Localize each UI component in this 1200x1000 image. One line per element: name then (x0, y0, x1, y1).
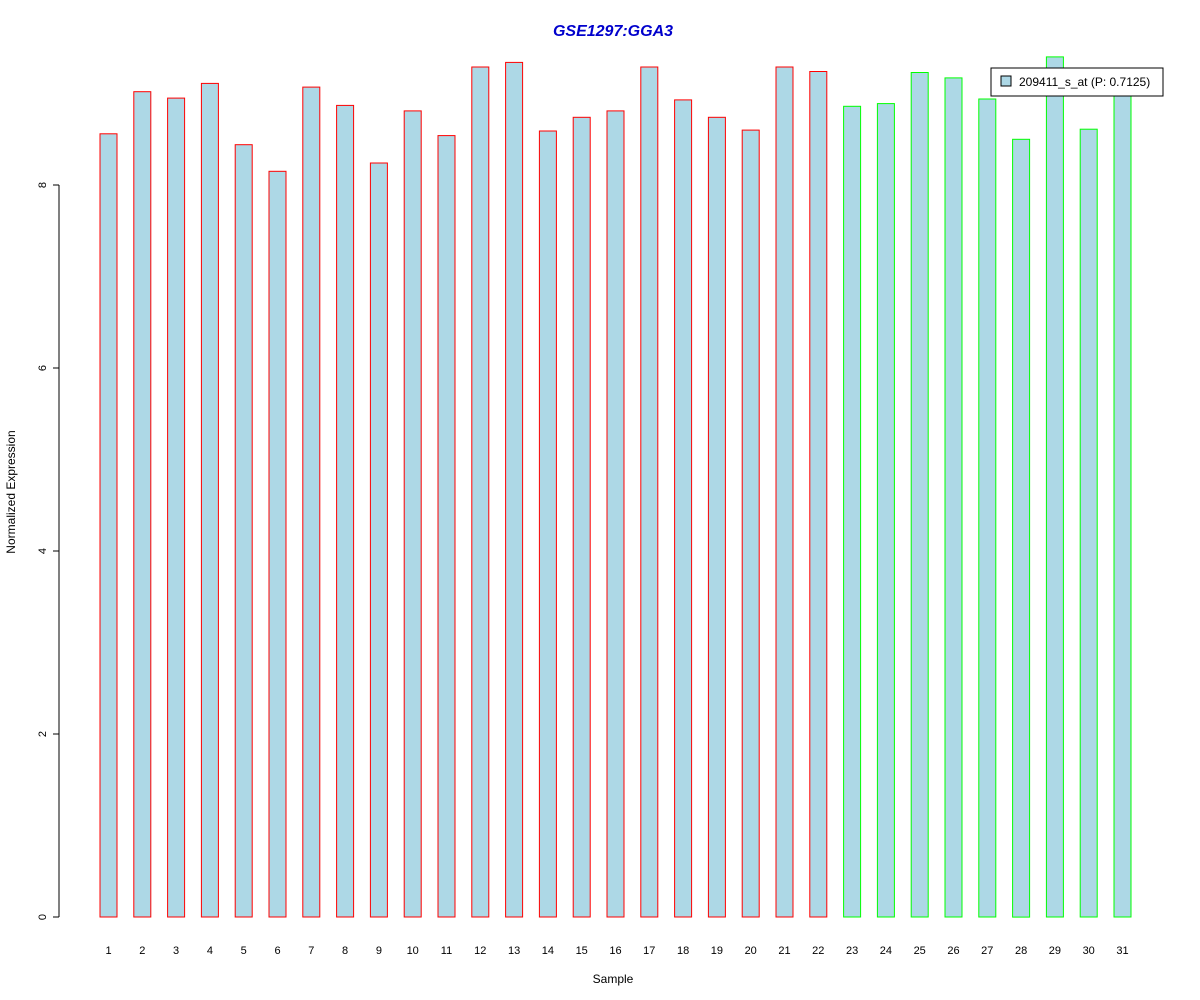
x-tick-label: 8 (342, 945, 348, 957)
bar-sample-5 (234, 144, 253, 918)
x-tick-label: 2 (139, 945, 145, 957)
x-tick-label: 20 (745, 945, 757, 957)
x-tick-label: 4 (207, 945, 213, 957)
x-tick-label: 21 (778, 945, 790, 957)
bar-sample-10 (403, 110, 422, 918)
bars-group (99, 56, 1132, 918)
bar-sample-19 (707, 116, 726, 918)
x-tick-label: 24 (880, 945, 892, 957)
legend-label: 209411_s_at (P: 0.7125) (1019, 75, 1150, 89)
y-tick-label: 8 (37, 182, 49, 188)
y-axis: 0 2 4 6 8 (37, 182, 60, 920)
legend-box (990, 67, 1164, 97)
bar-sample-20 (741, 129, 760, 918)
bar-sample-16 (606, 110, 625, 918)
x-tick-label: 30 (1083, 945, 1095, 957)
bar-sample-25 (910, 72, 929, 918)
y-tick-label: 4 (37, 548, 49, 554)
chart-title: GSE1297:GGA3 (553, 23, 673, 40)
x-axis-label: Sample (593, 972, 634, 986)
y-tick-label: 2 (37, 731, 49, 737)
bar-sample-7 (302, 86, 321, 918)
x-tick-label: 1 (105, 945, 111, 957)
x-tick-label: 6 (274, 945, 280, 957)
x-tick-label: 12 (474, 945, 486, 957)
x-tick-label: 5 (241, 945, 247, 957)
x-tick-label: 29 (1049, 945, 1061, 957)
x-tick-label: 3 (173, 945, 179, 957)
x-tick-label: 25 (914, 945, 926, 957)
x-tick-label: 14 (542, 945, 554, 957)
x-tick-label: 22 (812, 945, 824, 957)
x-tick-label: 10 (407, 945, 419, 957)
legend: 209411_s_at (P: 0.7125) (990, 67, 1164, 97)
x-tick-label: 18 (677, 945, 689, 957)
bar-sample-4 (200, 82, 219, 918)
y-tick-label: 0 (37, 914, 49, 920)
bar-sample-18 (674, 99, 693, 918)
x-tick-label: 28 (1015, 945, 1027, 957)
y-tick-label: 6 (37, 365, 49, 371)
bar-sample-27 (978, 98, 997, 918)
bar-sample-23 (843, 105, 862, 918)
bar-sample-21 (775, 66, 794, 918)
bar-sample-3 (167, 97, 186, 918)
y-axis-label: Normalized Expression (4, 430, 18, 553)
bar-sample-8 (336, 104, 355, 918)
bar-sample-29 (1045, 56, 1064, 918)
bar-sample-14 (538, 130, 557, 918)
bar-sample-17 (640, 66, 659, 918)
bar-sample-6 (268, 170, 287, 918)
x-tick-label: 26 (947, 945, 959, 957)
bar-sample-2 (133, 91, 152, 918)
bar-sample-12 (471, 66, 490, 918)
bar-sample-26 (944, 77, 963, 918)
x-tick-label: 13 (508, 945, 520, 957)
x-tick-label: 15 (576, 945, 588, 957)
bar-sample-15 (572, 116, 591, 918)
bar-sample-31 (1113, 84, 1132, 918)
bar-sample-13 (505, 61, 524, 918)
bar-sample-30 (1079, 128, 1098, 918)
bar-sample-1 (99, 133, 118, 918)
x-tick-label: 19 (711, 945, 723, 957)
bar-sample-11 (437, 135, 456, 918)
bar-sample-22 (809, 71, 828, 918)
x-tick-label: 11 (441, 945, 452, 957)
x-tick-label: 27 (981, 945, 993, 957)
x-tick-label: 17 (643, 945, 655, 957)
bar-sample-9 (369, 162, 388, 918)
bar-sample-24 (876, 103, 895, 918)
x-tick-label: 7 (308, 945, 314, 957)
x-tick-labels: 1 2 3 4 5 6 7 8 9 10 11 12 13 14 15 16 17 18 19 20 21 22 23 24 2… (105, 945, 1128, 957)
x-tick-label: 23 (846, 945, 858, 957)
bar-sample-28 (1012, 138, 1031, 918)
legend-swatch (1000, 75, 1012, 87)
x-tick-label: 31 (1116, 945, 1128, 957)
x-tick-label: 16 (609, 945, 621, 957)
x-tick-label: 9 (376, 945, 382, 957)
